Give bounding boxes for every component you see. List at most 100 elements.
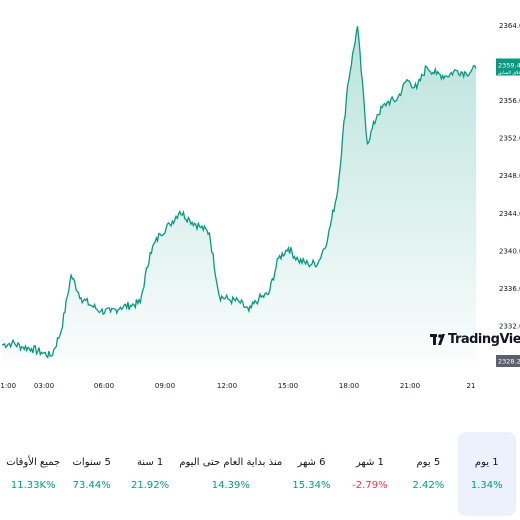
data-point (455, 69, 457, 71)
period-change: 21.92% (131, 480, 170, 491)
period-tab[interactable]: جميع الأوقات 11.33K% (4, 432, 62, 516)
x-tick-label: 01:00 (0, 382, 16, 390)
data-point (188, 219, 190, 221)
x-tick-label: 18:00 (339, 382, 359, 390)
last-price-value: 2359.40 (498, 62, 520, 70)
data-point (366, 143, 368, 145)
period-change: 73.44% (72, 480, 111, 491)
data-point (346, 84, 348, 86)
data-point (198, 225, 200, 227)
data-point (297, 259, 299, 261)
x-tick-label: 03:00 (34, 382, 54, 390)
y-tick-label: 2336.00 (499, 285, 520, 293)
data-point (337, 189, 339, 191)
price-line (1, 26, 477, 359)
data-point (267, 293, 269, 295)
x-tick-label: 21:00 (400, 382, 420, 390)
period-label: 5 سنوات (72, 457, 111, 468)
data-point (60, 330, 62, 332)
data-point (287, 247, 289, 249)
x-tick-label: 09:00 (155, 382, 175, 390)
data-point (356, 25, 358, 27)
base-price-tag (496, 355, 520, 367)
period-change: 15.34% (292, 480, 331, 491)
data-point (277, 257, 279, 259)
period-label: جميع الأوقات (6, 457, 61, 468)
data-point (396, 98, 398, 100)
data-point (416, 87, 418, 89)
period-label: 6 شهر (297, 457, 326, 468)
period-tab[interactable]: 1 شهر -2.79% (341, 432, 399, 516)
base-price-value: 2328.28 (498, 358, 520, 366)
period-label: 1 سنة (136, 457, 164, 468)
data-point (70, 274, 72, 276)
data-point (218, 295, 220, 297)
data-point (376, 113, 378, 115)
tradingview-logo-text: TradingView (448, 332, 520, 347)
period-change: 14.39% (211, 480, 250, 491)
data-point (1, 344, 3, 346)
data-point (11, 342, 13, 344)
data-point (465, 72, 467, 74)
data-point (129, 304, 131, 306)
data-point (80, 297, 82, 299)
data-point (406, 79, 408, 81)
data-point (100, 310, 102, 312)
x-tick-label: 15:00 (278, 382, 298, 390)
y-tick-label: 2340.00 (499, 247, 520, 255)
data-point (248, 310, 250, 312)
data-point (90, 304, 92, 306)
data-point (475, 67, 477, 69)
period-label: 1 شهر (355, 457, 384, 468)
data-point (21, 346, 23, 348)
period-change: -2.79% (352, 480, 388, 491)
data-point (50, 355, 52, 357)
data-point (425, 65, 427, 67)
x-tick-label: 12:00 (217, 382, 237, 390)
period-change: 1.34% (470, 480, 503, 491)
data-point (327, 237, 329, 239)
data-point (119, 306, 121, 308)
y-tick-label: 2332.00 (499, 323, 520, 331)
data-point (445, 75, 447, 77)
price-chart[interactable]: 2332.00 2336.00 2340.00 2344.00 2348.00 2352.… (0, 0, 520, 400)
data-point (317, 262, 319, 264)
data-point (386, 101, 388, 103)
period-tab[interactable]: منذ بداية العام حتى اليوم 14.39% (179, 432, 282, 516)
data-point (258, 298, 260, 300)
data-point (435, 73, 437, 75)
period-selector: جميع الأوقات 11.33K% 5 سنوات 73.44% 1 سنة 21.… (0, 432, 520, 516)
data-point (307, 263, 309, 265)
period-change: 2.42% (412, 480, 445, 491)
period-label: منذ بداية العام حتى اليوم (179, 457, 283, 468)
data-point (40, 351, 42, 353)
price-area-fill (2, 26, 476, 361)
data-point (159, 233, 161, 235)
period-tab[interactable]: 5 سنوات 73.44% (62, 432, 120, 516)
last-price-caption: الإغلاق السابق (498, 71, 520, 76)
y-tick-label: 2348.00 (499, 172, 520, 180)
period-tab[interactable]: 5 يوم 2.42% (399, 432, 457, 516)
data-point (179, 210, 181, 212)
data-point (169, 223, 171, 225)
chart-svg: 2332.00 2336.00 2340.00 2344.00 2348.00 2352.… (0, 22, 520, 390)
data-point (30, 347, 32, 349)
y-tick-label: 2352.00 (499, 135, 520, 143)
data-point (149, 252, 151, 254)
y-tick-label: 2364.00 (499, 22, 520, 30)
period-tab[interactable]: 1 يوم 1.34% (457, 432, 516, 516)
x-tick-label: 21 (467, 382, 476, 390)
period-change: 11.33K% (10, 480, 56, 491)
x-tick-label: 06:00 (94, 382, 114, 390)
period-label: 5 يوم (416, 457, 441, 468)
period-tab[interactable]: 6 شهر 15.34% (282, 432, 340, 516)
data-point (208, 232, 210, 234)
data-point (109, 311, 111, 313)
y-tick-label: 2344.00 (499, 210, 520, 218)
y-tick-label: 2356.00 (499, 97, 520, 105)
tradingview-logo-icon (430, 333, 445, 345)
tradingview-logo: TradingView (430, 332, 520, 347)
data-point (238, 300, 240, 302)
period-tab[interactable]: 1 سنة 21.92% (121, 432, 179, 516)
data-point (228, 299, 230, 301)
